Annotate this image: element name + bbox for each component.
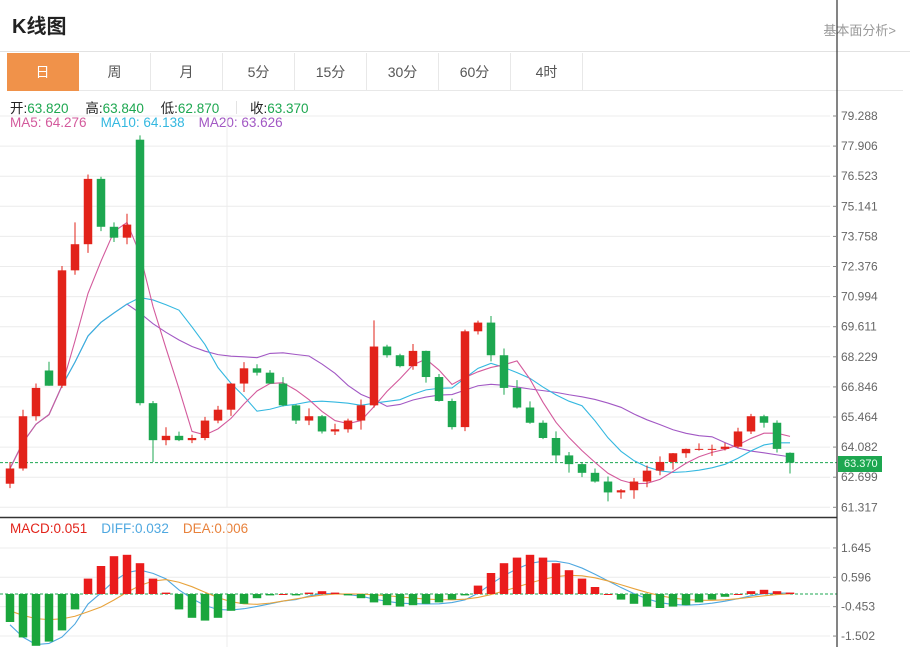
svg-text:76.523: 76.523 bbox=[841, 169, 878, 183]
svg-text:61.317: 61.317 bbox=[841, 500, 878, 514]
svg-text:79.288: 79.288 bbox=[841, 109, 878, 123]
svg-text:72.376: 72.376 bbox=[841, 260, 878, 274]
svg-text:65.464: 65.464 bbox=[841, 410, 878, 424]
svg-text:64.082: 64.082 bbox=[841, 440, 878, 454]
svg-text:-0.453: -0.453 bbox=[841, 600, 875, 614]
svg-text:66.846: 66.846 bbox=[841, 380, 878, 394]
svg-text:68.229: 68.229 bbox=[841, 350, 878, 364]
svg-text:62.699: 62.699 bbox=[841, 470, 878, 484]
svg-text:75.141: 75.141 bbox=[841, 199, 878, 213]
svg-text:0.596: 0.596 bbox=[841, 570, 871, 584]
svg-text:-1.502: -1.502 bbox=[841, 629, 875, 643]
svg-text:70.994: 70.994 bbox=[841, 290, 878, 304]
svg-text:73.758: 73.758 bbox=[841, 229, 878, 243]
svg-text:69.611: 69.611 bbox=[841, 320, 877, 334]
svg-text:1.645: 1.645 bbox=[841, 541, 871, 555]
svg-text:77.906: 77.906 bbox=[841, 139, 878, 153]
